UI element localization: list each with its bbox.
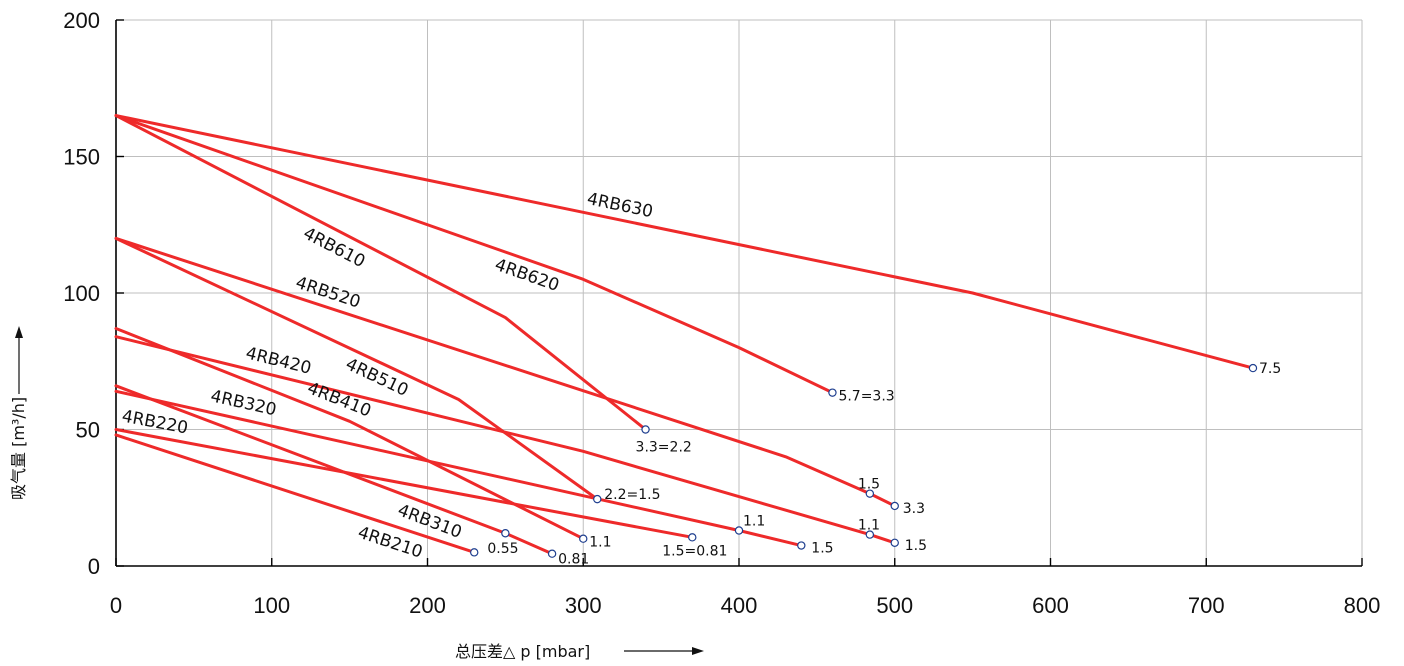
end-marker xyxy=(579,534,588,543)
mid-marker xyxy=(865,530,875,539)
series-name-label: 4RB610 xyxy=(300,224,368,272)
end-label: 1.5 xyxy=(905,538,927,554)
series-name-label: 4RB210 xyxy=(355,523,425,563)
end-label: 5.7=3.3 xyxy=(838,389,894,405)
x-tick-label: 100 xyxy=(253,593,290,618)
series-line-4rb620 xyxy=(114,114,834,395)
x-axis-arrow xyxy=(624,647,704,655)
series-line-4rb610 xyxy=(114,114,648,431)
y-axis-title: 吸气量 [m³/h] xyxy=(9,397,28,500)
mid-marker xyxy=(734,526,744,535)
series-layer xyxy=(114,114,1255,556)
end-label: 1.5 xyxy=(811,541,833,557)
x-tick-label: 200 xyxy=(409,593,446,618)
axes: 0 100 200 300 400 500 600 700 800 0 50 100 150 200 xyxy=(63,8,1380,618)
x-tick-label: 800 xyxy=(1344,593,1381,618)
y-tick-label: 0 xyxy=(88,554,100,579)
y-tick-label: 200 xyxy=(63,8,100,33)
series-name-label: 4RB630 xyxy=(585,189,654,222)
series-line-4rb220 xyxy=(114,428,694,539)
end-marker xyxy=(797,541,806,550)
mid-marker xyxy=(865,489,875,498)
series-line-4rb210 xyxy=(114,433,476,554)
end-marker xyxy=(890,538,899,547)
end-marker xyxy=(593,494,602,504)
end-marker xyxy=(688,533,697,542)
series-labels: 7.54RB6305.7=3.34RB6203.3=2.24RB6103.31.… xyxy=(120,189,1281,568)
grid xyxy=(116,19,1363,566)
end-label: 7.5 xyxy=(1259,361,1281,377)
mid-label: 1.1 xyxy=(743,514,765,530)
series-name-label: 4RB420 xyxy=(244,343,314,378)
y-tick-label: 150 xyxy=(63,145,100,170)
mid-label: 1.5 xyxy=(858,477,880,493)
x-axis-title: 总压差△ p [mbar] xyxy=(455,642,590,661)
end-label: 1.5=0.81 xyxy=(662,543,727,559)
end-marker xyxy=(828,388,837,397)
series-line-4rb410 xyxy=(114,326,585,541)
series-line-4rb420 xyxy=(114,335,897,545)
end-label: 1.1 xyxy=(589,535,611,551)
x-tick-label: 700 xyxy=(1188,593,1225,618)
end-label: 3.3=2.2 xyxy=(636,440,692,456)
mid-marker xyxy=(501,529,510,538)
y-tick-label: 50 xyxy=(76,418,100,443)
end-marker xyxy=(1248,363,1258,373)
end-label: 2.2=1.5 xyxy=(604,487,660,503)
x-tick-label: 0 xyxy=(110,593,122,618)
x-tick-label: 500 xyxy=(876,593,913,618)
end-marker xyxy=(470,548,479,557)
end-markers xyxy=(470,363,1258,558)
y-tick-label: 100 xyxy=(63,281,100,306)
end-marker xyxy=(547,549,557,558)
series-line-4rb510 xyxy=(114,236,599,501)
end-marker xyxy=(641,425,650,434)
x-tick-label: 300 xyxy=(565,593,602,618)
end-label: 3.3 xyxy=(903,501,925,517)
mid-label: 1.1 xyxy=(858,518,880,534)
end-marker xyxy=(890,501,899,511)
x-tick-label: 400 xyxy=(721,593,758,618)
mid-label: 0.55 xyxy=(487,541,518,557)
series-name-label: 4RB410 xyxy=(304,378,373,421)
x-tick-label: 600 xyxy=(1032,593,1069,618)
end-label: 0.81 xyxy=(558,552,589,568)
series-line-4rb630 xyxy=(114,114,1255,370)
series-line-4rb520 xyxy=(114,236,897,508)
y-axis-arrow xyxy=(15,326,23,394)
